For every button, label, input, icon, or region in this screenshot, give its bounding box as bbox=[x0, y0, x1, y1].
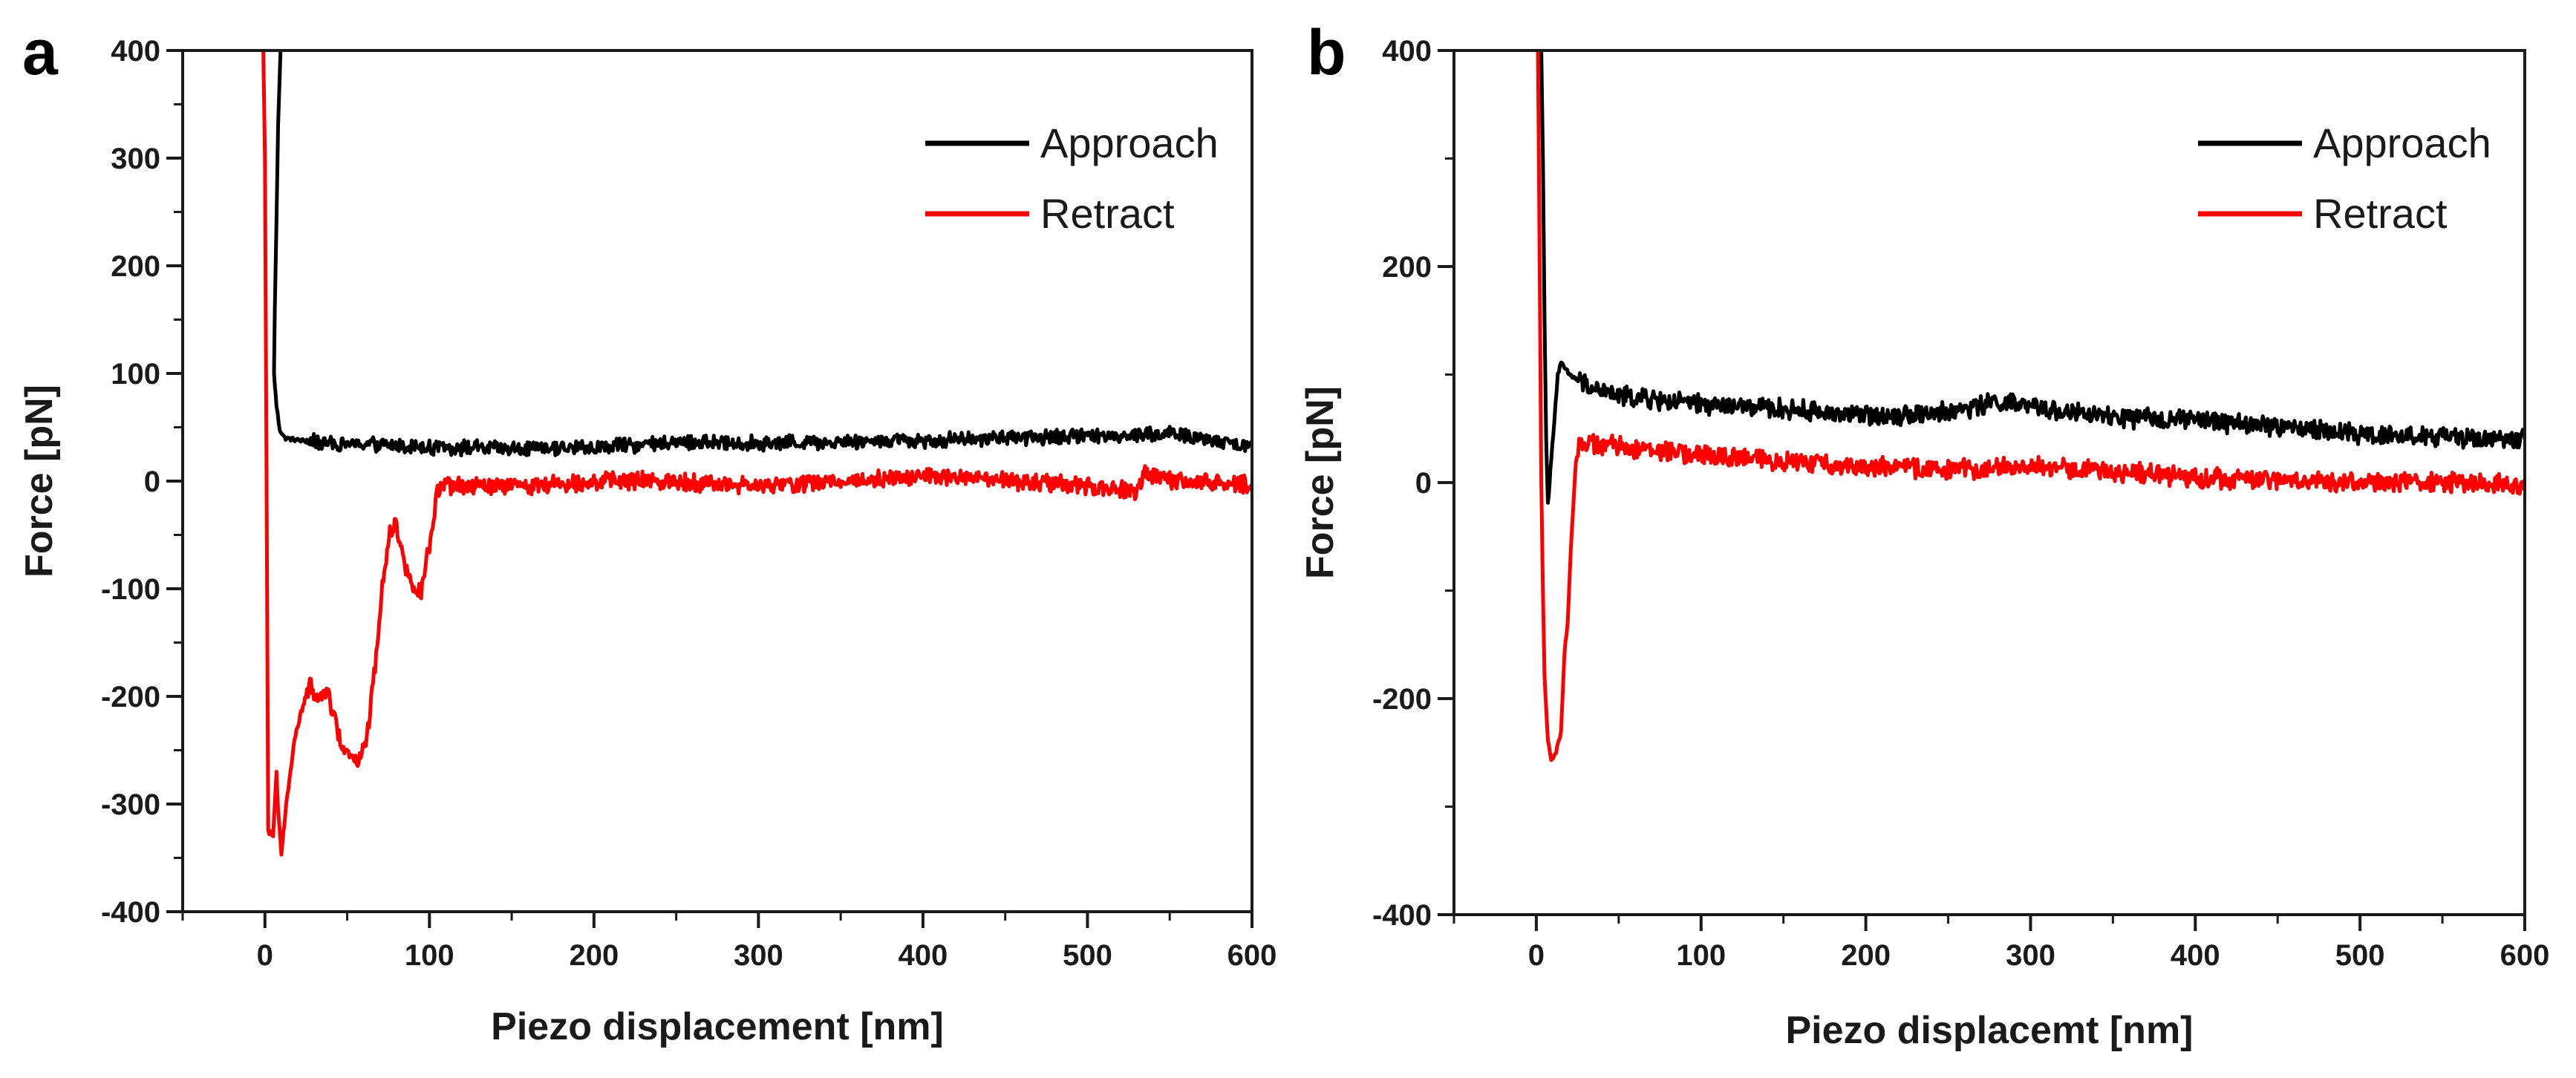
y-axis-title: Force [pN] bbox=[18, 385, 61, 578]
legend-label-retract: Retract bbox=[2313, 190, 2448, 237]
x-tick-label: 500 bbox=[1063, 939, 1112, 972]
y-tick-label: -400 bbox=[101, 896, 160, 929]
y-tick-label: 0 bbox=[1415, 467, 1432, 500]
y-tick-label: -200 bbox=[101, 681, 160, 713]
series-line-retract bbox=[261, 50, 1252, 857]
panel-label: b bbox=[1307, 17, 1346, 88]
x-tick-label: 500 bbox=[2335, 939, 2385, 972]
x-tick-label: 200 bbox=[1841, 939, 1891, 972]
y-tick-label: 100 bbox=[111, 358, 160, 391]
x-tick-label: 200 bbox=[569, 939, 619, 972]
panel-a: 0 100 200 300 400 500 600 -400 -300 -200 -100 0 100 2… bbox=[18, 17, 1276, 1048]
legend: Approach Retract bbox=[2198, 120, 2491, 237]
y-axis-title: Force [pN] bbox=[1299, 386, 1342, 579]
y-tick-label: 300 bbox=[111, 143, 160, 175]
y-tick-label: -300 bbox=[101, 788, 160, 821]
series-line-retract bbox=[1536, 50, 2525, 762]
x-axis-title: Piezo displacemt [nm] bbox=[1786, 1009, 2194, 1052]
y-tick-label: -100 bbox=[101, 573, 160, 606]
plot-area bbox=[1536, 50, 2525, 762]
y-tick-label: -400 bbox=[1372, 899, 1432, 932]
x-tick-label: 400 bbox=[899, 939, 948, 972]
panel-label: a bbox=[22, 17, 59, 88]
y-tick-label: 200 bbox=[111, 250, 160, 283]
legend-label-approach: Approach bbox=[1040, 120, 1219, 166]
x-tick-label: 300 bbox=[2006, 939, 2055, 972]
y-tick-label: 400 bbox=[111, 35, 160, 68]
legend-label-approach: Approach bbox=[2313, 120, 2491, 166]
x-tick-label: 0 bbox=[257, 939, 273, 972]
x-tick-label: 100 bbox=[405, 939, 454, 972]
x-tick-label: 0 bbox=[1528, 939, 1545, 972]
legend-label-retract: Retract bbox=[1040, 190, 1175, 237]
x-axis-title: Piezo displacement [nm] bbox=[491, 1005, 944, 1048]
x-tick-label: 100 bbox=[1676, 939, 1726, 972]
x-tick-label: 600 bbox=[1227, 939, 1277, 972]
x-tick-label: 400 bbox=[2171, 939, 2220, 972]
x-tick-label: 600 bbox=[2500, 939, 2550, 972]
legend: Approach Retract bbox=[925, 120, 1219, 237]
x-tick-label: 300 bbox=[734, 939, 783, 972]
series-line-approach bbox=[272, 50, 1252, 457]
y-tick-label: 400 bbox=[1382, 35, 1432, 68]
y-tick-label: -200 bbox=[1372, 683, 1432, 716]
panel-b: 0 100 200 300 400 500 600 -400 -200 0 200 400 Piezo … bbox=[1299, 17, 2549, 1052]
y-tick-label: 0 bbox=[144, 466, 160, 498]
series-line-approach bbox=[1539, 50, 2525, 505]
plot-area bbox=[261, 50, 1252, 857]
y-tick-label: 200 bbox=[1382, 251, 1432, 284]
